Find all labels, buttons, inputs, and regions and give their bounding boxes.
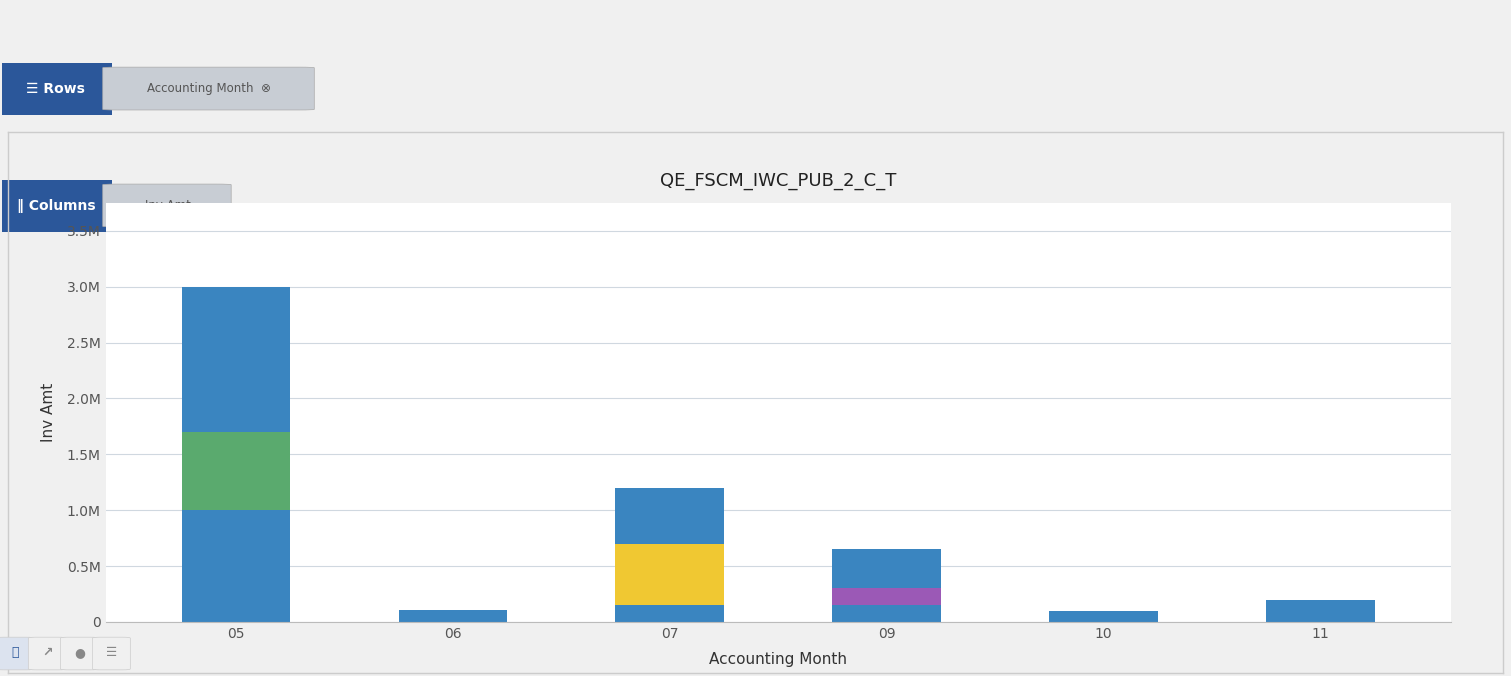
Bar bbox=[615, 488, 724, 544]
Bar bbox=[615, 605, 724, 622]
FancyBboxPatch shape bbox=[2, 63, 112, 116]
Text: Inv Amt: Inv Amt bbox=[145, 199, 190, 212]
Text: ☰: ☰ bbox=[106, 646, 116, 659]
Bar bbox=[833, 550, 941, 588]
Text: ⧈: ⧈ bbox=[12, 646, 18, 659]
Bar bbox=[833, 588, 941, 605]
Y-axis label: Inv Amt: Inv Amt bbox=[41, 383, 56, 442]
Bar bbox=[399, 610, 508, 622]
Bar bbox=[1266, 600, 1375, 622]
Bar bbox=[833, 605, 941, 622]
FancyBboxPatch shape bbox=[0, 637, 35, 670]
FancyBboxPatch shape bbox=[29, 637, 66, 670]
FancyBboxPatch shape bbox=[103, 184, 231, 227]
Bar bbox=[615, 544, 724, 605]
Text: Accounting Month  ⊗: Accounting Month ⊗ bbox=[147, 82, 270, 95]
X-axis label: Accounting Month: Accounting Month bbox=[709, 652, 848, 667]
Bar bbox=[181, 287, 290, 432]
Text: ↗: ↗ bbox=[42, 646, 53, 659]
FancyBboxPatch shape bbox=[92, 637, 130, 670]
FancyBboxPatch shape bbox=[60, 637, 98, 670]
Text: ●: ● bbox=[74, 646, 85, 659]
Text: ‖ Columns: ‖ Columns bbox=[17, 199, 95, 212]
Bar bbox=[1049, 610, 1157, 622]
Bar bbox=[181, 432, 290, 510]
FancyBboxPatch shape bbox=[103, 67, 314, 110]
Title: QE_FSCM_IWC_PUB_2_C_T: QE_FSCM_IWC_PUB_2_C_T bbox=[660, 172, 896, 191]
FancyBboxPatch shape bbox=[2, 180, 112, 233]
Text: ☰ Rows: ☰ Rows bbox=[27, 82, 85, 95]
Bar bbox=[181, 510, 290, 622]
